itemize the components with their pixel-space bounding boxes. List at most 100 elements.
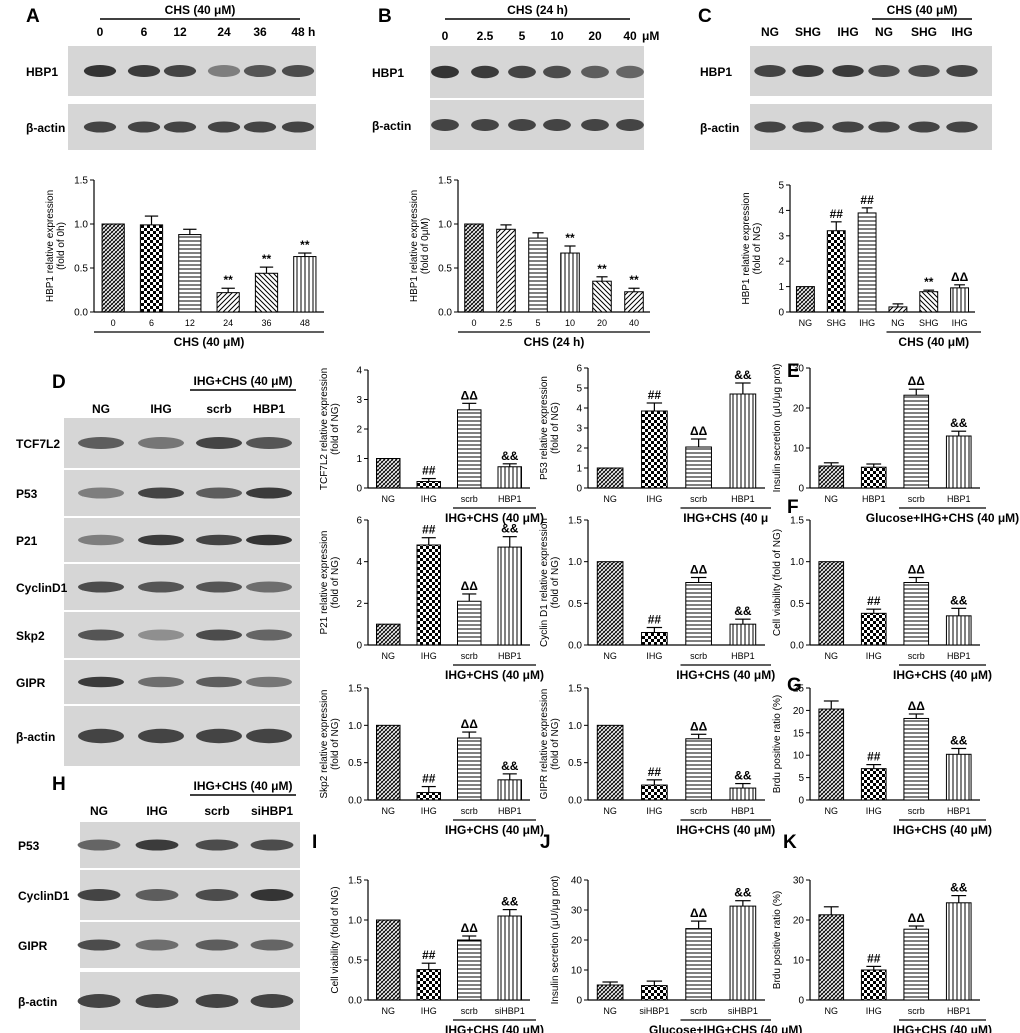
blot-band [245, 676, 293, 688]
blot-band [195, 889, 239, 901]
x-tick-label: NG [603, 651, 617, 661]
y-tick-label: 1.0 [348, 916, 362, 927]
blot-band [195, 994, 239, 1008]
y-tick-label: 10 [571, 966, 583, 977]
blot-band [792, 121, 824, 133]
y-tick-label: 1.5 [568, 684, 582, 695]
x-axis-label: IHG+CHS (40 μM) [445, 511, 544, 525]
blot-band [77, 728, 125, 744]
x-tick-label: 20 [597, 318, 607, 328]
lane-label: scrb [204, 804, 229, 818]
blot-band [137, 487, 185, 499]
bar [818, 914, 845, 1001]
bar [457, 737, 482, 801]
x-tick-label: HBP1 [731, 806, 755, 816]
significance-mark: && [501, 895, 519, 909]
y-tick-label: 30 [571, 906, 583, 917]
chart-F: 0.0 0.5 1.0 1.5 Cell viability (fold of NG) N… [772, 516, 992, 683]
y-axis-label: (fold of NG) [330, 557, 341, 609]
lane-label: SHG [795, 25, 821, 39]
x-tick-label: scrb [690, 651, 707, 661]
significance-mark: && [734, 886, 752, 900]
lane-label: HBP1 [253, 402, 285, 416]
blot-band [243, 65, 277, 77]
blot-band [207, 121, 241, 133]
bar [497, 466, 522, 489]
y-tick-label: 10 [793, 751, 805, 762]
y-tick-label: 0.0 [568, 641, 582, 652]
x-tick-label: HBP1 [498, 494, 522, 504]
blot-band [127, 65, 161, 77]
significance-mark: ** [300, 238, 310, 252]
blot-band [195, 728, 243, 744]
bar [416, 969, 441, 1001]
y-tick-label: 6 [356, 516, 362, 527]
y-tick-label: 0 [356, 641, 362, 652]
chart-TCF7L2: 0 1 2 3 4 TCF7L2 relative expression (fold of … [319, 366, 544, 526]
blot-strip [430, 46, 644, 98]
lane-label: 0 [97, 25, 104, 39]
x-tick-label: NG [825, 806, 839, 816]
bar [685, 582, 712, 646]
x-tick-label: scrb [908, 494, 925, 504]
blot-band [832, 121, 864, 133]
significance-mark: ΔΔ [908, 374, 926, 388]
panel-letter-C: C [698, 6, 712, 27]
blot-band [471, 119, 499, 131]
y-tick-label: 1.0 [74, 220, 88, 231]
protein-label: P21 [16, 534, 38, 548]
significance-mark: && [734, 368, 752, 382]
blot-band [77, 629, 125, 641]
protein-label: HBP1 [26, 65, 58, 79]
y-tick-label: 2 [356, 599, 362, 610]
x-tick-label: IHG [866, 806, 882, 816]
blot-band [195, 487, 243, 499]
x-tick-label: scrb [908, 806, 925, 816]
x-tick-label: HBP1 [498, 651, 522, 661]
x-tick-label: scrb [461, 1006, 478, 1016]
x-tick-label: HBP1 [862, 494, 886, 504]
blot-band [245, 534, 293, 546]
x-tick-label: IHG [421, 1006, 437, 1016]
x-tick-label: IHG [646, 806, 662, 816]
chart-I: 0.0 0.5 1.0 1.5 Cell viability (fold of NG) N… [330, 876, 544, 1033]
significance-mark: ## [867, 951, 881, 965]
y-tick-label: 20 [793, 404, 805, 415]
significance-mark: ΔΔ [690, 563, 708, 577]
x-tick-label: scrb [690, 1006, 707, 1016]
y-tick-label: 1.5 [74, 176, 88, 187]
x-tick-label: IHG [859, 318, 875, 328]
y-axis-label: (fold of NG) [550, 557, 561, 609]
significance-mark: ΔΔ [461, 717, 479, 731]
bar [464, 223, 484, 313]
significance-mark: && [734, 604, 752, 618]
bar [497, 915, 522, 1001]
lane-label: 20 [588, 29, 602, 43]
y-tick-label: 5 [576, 384, 582, 395]
bar [139, 224, 164, 313]
x-axis-label: IHG+CHS (40 μM) [676, 823, 775, 837]
bar [857, 212, 877, 313]
x-tick-label: HBP1 [947, 494, 971, 504]
y-tick-label: 20 [571, 936, 583, 947]
x-tick-label: 5 [535, 318, 540, 328]
y-axis-label: P21 relative expression [319, 531, 330, 635]
significance-mark: ** [924, 275, 934, 289]
x-tick-label: IHG [866, 1006, 882, 1016]
bar [596, 467, 624, 489]
x-tick-label: NG [825, 651, 839, 661]
bar [497, 779, 522, 801]
x-tick-label: HBP1 [947, 651, 971, 661]
blot-band [250, 839, 294, 851]
y-axis-label: TCF7L2 relative expression [319, 368, 330, 490]
x-tick-label: SHG [826, 318, 846, 328]
y-axis-label: Skp2 relative expression [319, 690, 330, 799]
y-tick-label: 0.0 [348, 996, 362, 1007]
bar [919, 291, 939, 313]
significance-mark: ## [830, 207, 844, 221]
blot-band [250, 889, 294, 901]
lane-label: SHG [911, 25, 937, 39]
bar [860, 612, 887, 646]
lane-label: 0 [442, 29, 449, 43]
